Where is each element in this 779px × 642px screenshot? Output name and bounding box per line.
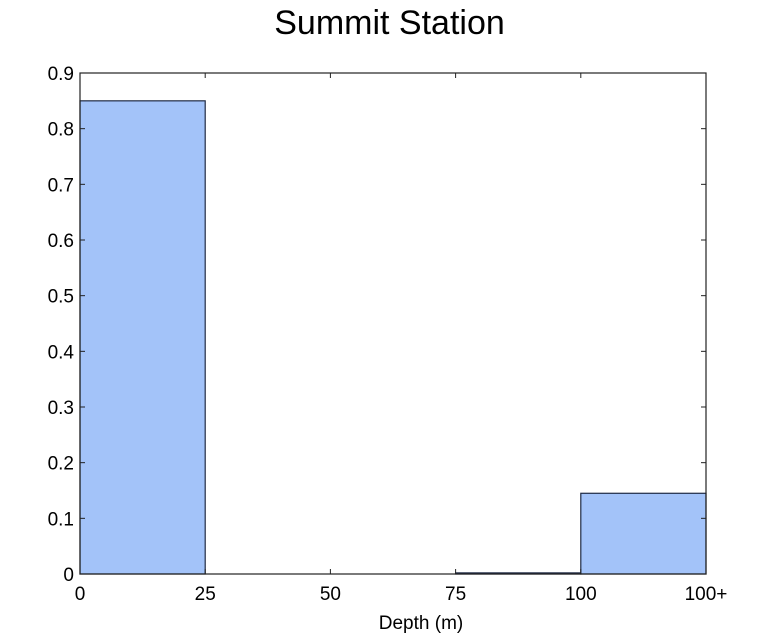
x-tick-label-1: 25 xyxy=(195,584,216,605)
histogram-bar-4 xyxy=(580,492,707,575)
x-tick-labels: 0 25 50 75 100 100+ xyxy=(75,584,728,605)
x-axis-label: Depth (m) xyxy=(379,613,463,634)
y-tick-label-4: 0.4 xyxy=(48,342,75,363)
y-tick-label-1: 0.1 xyxy=(48,509,74,530)
x-tick-label-5: 100+ xyxy=(685,584,728,605)
plot-frame xyxy=(79,72,707,575)
y-tick-label-5: 0.5 xyxy=(48,287,74,308)
y-tick-labels: 0 0.1 0.2 0.3 0.4 0.5 0.6 0.7 0.8 0.9 xyxy=(48,64,75,586)
chart-title: Summit Station xyxy=(274,4,505,42)
x-tick-label-4: 100 xyxy=(565,584,597,605)
y-tick-label-7: 0.7 xyxy=(48,175,74,196)
y-tick-label-9: 0.9 xyxy=(48,64,74,85)
bars-group xyxy=(79,100,707,575)
y-tick-label-8: 0.8 xyxy=(48,120,74,141)
histogram-bar-0 xyxy=(79,100,206,575)
y-tick-label-3: 0.3 xyxy=(48,398,74,419)
y-tick-label-0: 0 xyxy=(63,565,74,586)
x-tick-label-0: 0 xyxy=(75,584,86,605)
x-tick-label-2: 50 xyxy=(320,584,341,605)
x-tick-label-3: 75 xyxy=(445,584,466,605)
y-tick-label-2: 0.2 xyxy=(48,454,74,475)
y-tick-label-6: 0.6 xyxy=(48,231,74,252)
